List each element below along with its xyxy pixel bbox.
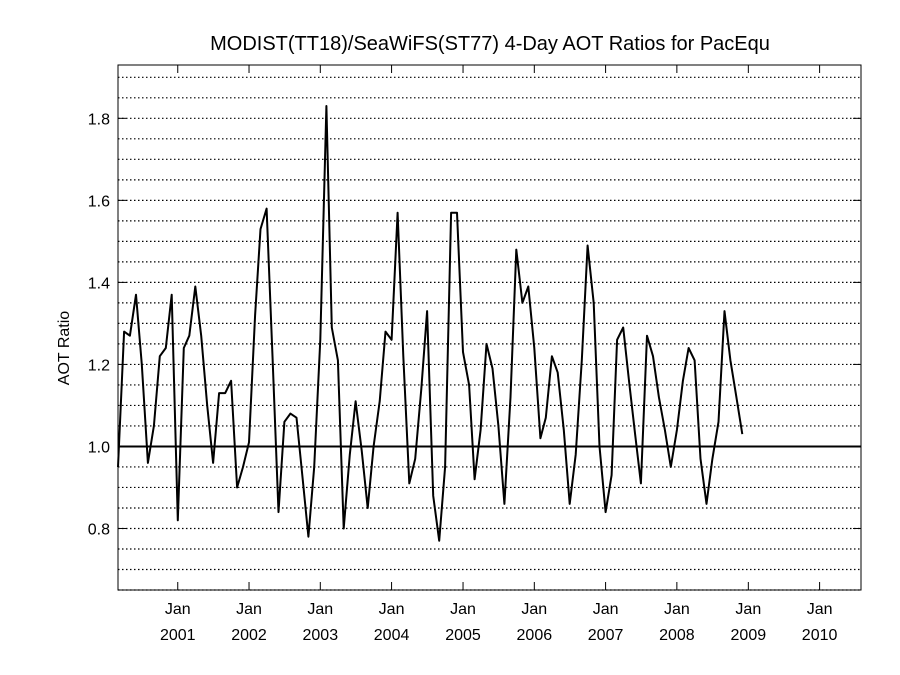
x-tick-label-year: 2009 bbox=[731, 627, 767, 644]
series-line bbox=[117, 105, 744, 542]
x-tick-label-month: Jan bbox=[236, 601, 262, 618]
gridlines bbox=[118, 76, 861, 591]
x-tick-label-month: Jan bbox=[735, 601, 761, 618]
x-tick-label-month: Jan bbox=[593, 601, 619, 618]
x-tick-label-year: 2008 bbox=[659, 627, 695, 644]
y-axis-label: AOT Ratio bbox=[56, 311, 73, 386]
y-tick-label: 1.8 bbox=[88, 111, 110, 128]
x-tick-label-year: 2002 bbox=[231, 627, 267, 644]
x-tick-label-month: Jan bbox=[807, 601, 833, 618]
x-tick-label-year: 2001 bbox=[160, 627, 196, 644]
y-tick-label: 1.0 bbox=[88, 439, 110, 456]
series-group bbox=[117, 105, 744, 542]
x-tick-label-month: Jan bbox=[664, 601, 690, 618]
x-tick-label-year: 2010 bbox=[802, 627, 838, 644]
x-ticks: Jan 2001 Jan 2002 Jan 2003 Jan 2004 Jan 2005 Jan 20… bbox=[160, 65, 838, 644]
x-tick-label-month: Jan bbox=[379, 601, 405, 618]
x-tick-label-month: Jan bbox=[450, 601, 476, 618]
x-tick-label-year: 2005 bbox=[445, 627, 481, 644]
y-tick-label: 0.8 bbox=[88, 521, 110, 538]
y-ticks: 0.8 1.0 1.2 1.4 1.6 1.8 bbox=[88, 111, 861, 538]
y-tick-label: 1.6 bbox=[88, 193, 110, 210]
x-tick-label-year: 2003 bbox=[303, 627, 339, 644]
plot-frame bbox=[117, 64, 862, 591]
axes bbox=[117, 64, 862, 591]
x-tick-label-year: 2004 bbox=[374, 627, 410, 644]
y-tick-label: 1.2 bbox=[88, 357, 110, 374]
x-tick-label-month: Jan bbox=[521, 601, 547, 618]
chart-title: MODIST(TT18)/SeaWiFS(ST77) 4-Day AOT Rat… bbox=[210, 33, 770, 55]
x-tick-label-year: 2006 bbox=[517, 627, 553, 644]
x-tick-label-year: 2007 bbox=[588, 627, 624, 644]
x-tick-label-month: Jan bbox=[165, 601, 191, 618]
y-tick-label: 1.4 bbox=[88, 275, 110, 292]
x-tick-label-month: Jan bbox=[307, 601, 333, 618]
